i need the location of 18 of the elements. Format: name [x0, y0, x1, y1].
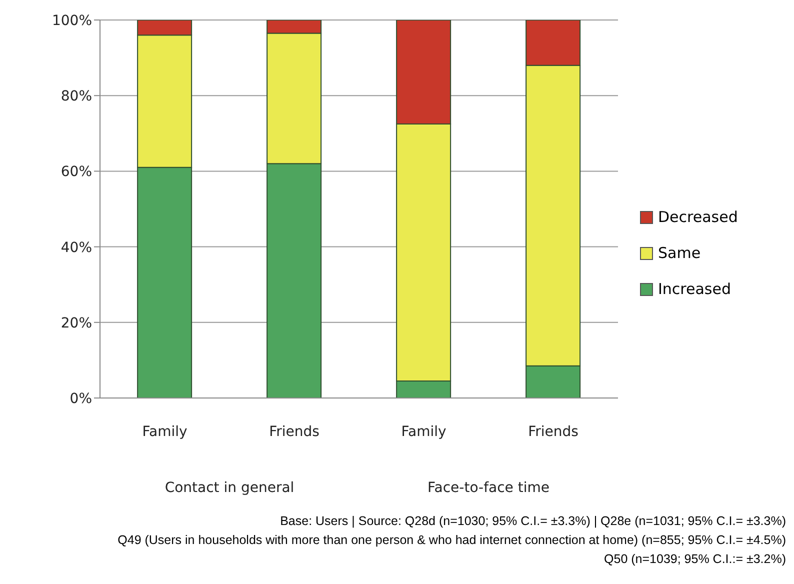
y-tick-label: 60%	[60, 164, 92, 180]
x-tick-label: Family	[142, 424, 188, 440]
text: Face-to-face time	[428, 480, 550, 496]
text: Base: Users | Source: Q28d (n=1030; 95% C.I.= ±3.3%) | Q28e (n=1031; 95% C.I.= ±3.3%)	[279, 513, 786, 530]
y-tick-label: 20%	[60, 315, 92, 332]
legend-label: Same	[658, 244, 701, 262]
text: Q49 (Users in households with more than one person & who had internet connection at home) (n=855; 95% C.I.= ±4.5%)	[118, 532, 786, 549]
y-tick-label: 80%	[60, 88, 92, 105]
x-tick-label: Friends	[269, 424, 320, 440]
y-tick-label: 100%	[52, 12, 92, 29]
legend-label: Decreased	[658, 208, 738, 226]
x-tick-label: Friends	[528, 424, 578, 440]
x-tick-label: Family	[401, 424, 446, 440]
y-tick-label: 0%	[70, 390, 92, 407]
legend-label: Increased	[658, 280, 732, 298]
y-tick-label: 40%	[60, 240, 92, 256]
text: Contact in general	[164, 480, 294, 496]
text: Q50 (n=1039; 95% C.I.:= ±3.2%)	[603, 551, 786, 568]
